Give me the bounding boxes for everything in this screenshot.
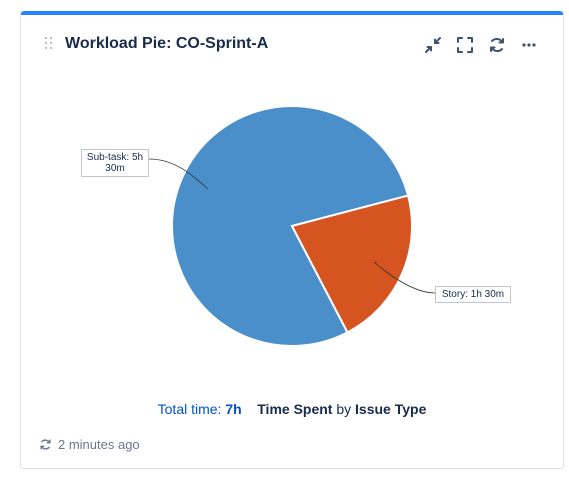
accent-bar xyxy=(21,11,563,15)
pie-leader-line xyxy=(148,158,209,190)
refresh-icon xyxy=(490,38,504,52)
fullscreen-icon xyxy=(457,37,473,53)
refresh-icon xyxy=(40,439,51,450)
last-updated-text: 2 minutes ago xyxy=(58,437,140,452)
gadget-footer: 2 minutes ago xyxy=(39,437,140,452)
by-text: by xyxy=(336,401,352,417)
gadget-title: Workload Pie: CO-Sprint-A xyxy=(65,35,269,52)
minimize-button[interactable] xyxy=(421,33,445,57)
more-icon xyxy=(522,43,536,47)
gadget-actions xyxy=(421,33,541,57)
minimize-icon xyxy=(425,37,441,53)
pie-chart xyxy=(148,105,436,347)
pie-chart-area: Sub-task: 5h 30m Story: 1h 30m xyxy=(21,71,565,401)
statistic-type: Time Spent xyxy=(257,401,333,417)
drag-handle-icon[interactable] xyxy=(45,37,53,49)
refresh-button[interactable] xyxy=(485,33,509,57)
gadget-header: Workload Pie: CO-Sprint-A xyxy=(21,15,563,67)
total-time-value: 7h xyxy=(225,401,242,417)
pie-leader-line xyxy=(374,261,436,294)
total-time-label: Total time: xyxy=(157,401,222,417)
pie-slice-label: Sub-task: 5h 30m xyxy=(81,149,149,177)
pie-slice-label: Story: 1h 30m xyxy=(435,286,511,303)
fullscreen-button[interactable] xyxy=(453,33,477,57)
pie-slice[interactable] xyxy=(171,105,410,347)
more-actions-button[interactable] xyxy=(517,33,541,57)
gadget-card: Workload Pie: CO-Sprint-A xyxy=(20,11,564,469)
chart-summary: Total time: 7h Time Spent by Issue Type xyxy=(21,401,563,417)
statistic-field: Issue Type xyxy=(355,401,427,417)
pie-slice[interactable] xyxy=(290,194,413,334)
